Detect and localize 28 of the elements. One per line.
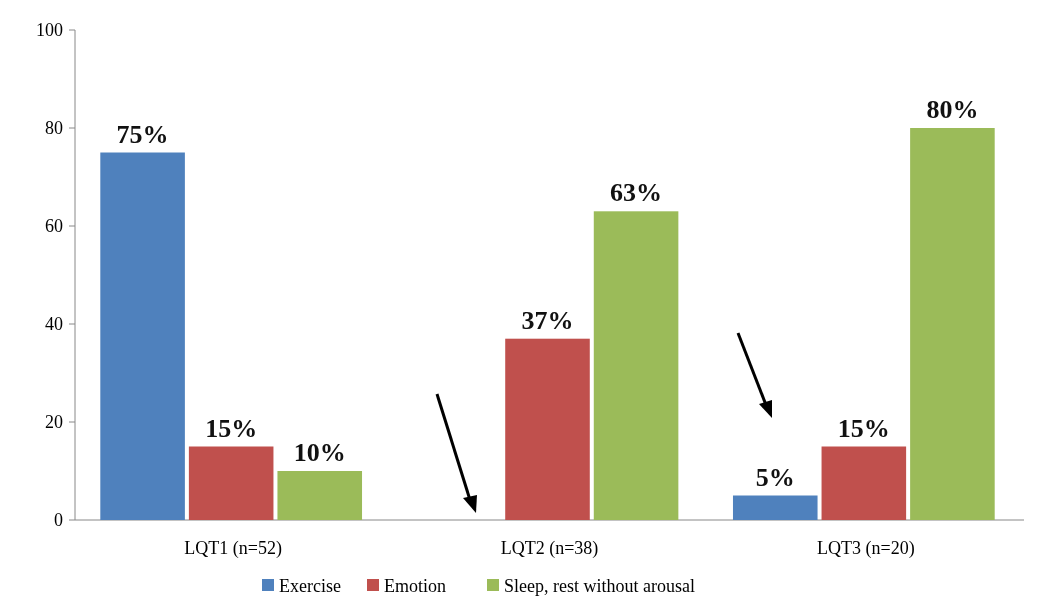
legend-label: Emotion [384, 576, 446, 597]
bar [593, 211, 679, 520]
y-tick-label: 0 [54, 510, 63, 531]
data-label: 10% [293, 438, 346, 467]
x-tick-label: LQT2 (n=38) [500, 538, 599, 559]
data-label: 5% [755, 462, 795, 492]
y-tick-label: 40 [45, 314, 63, 335]
bar [100, 152, 185, 520]
data-label: 15% [205, 413, 258, 443]
bar [277, 471, 363, 520]
y-tick-label: 100 [36, 20, 63, 41]
bar [910, 128, 995, 520]
data-label: 15% [837, 413, 890, 443]
data-label: 80% [926, 95, 979, 124]
legend-label: Exercise [279, 576, 341, 597]
x-tick-label: LQT1 (n=52) [184, 538, 282, 559]
bar [821, 446, 907, 520]
data-label: 63% [610, 178, 663, 208]
data-label: 75% [116, 119, 169, 149]
bar [732, 495, 818, 520]
x-tick-label: LQT3 (n=20) [817, 538, 915, 559]
legend-label: Sleep, rest without arousal [504, 576, 695, 597]
bar [505, 338, 590, 520]
y-tick-label: 80 [45, 118, 63, 139]
y-tick-label: 20 [45, 412, 63, 433]
y-tick-label: 60 [45, 216, 63, 237]
bar [188, 446, 274, 520]
data-label: 37% [521, 305, 574, 335]
